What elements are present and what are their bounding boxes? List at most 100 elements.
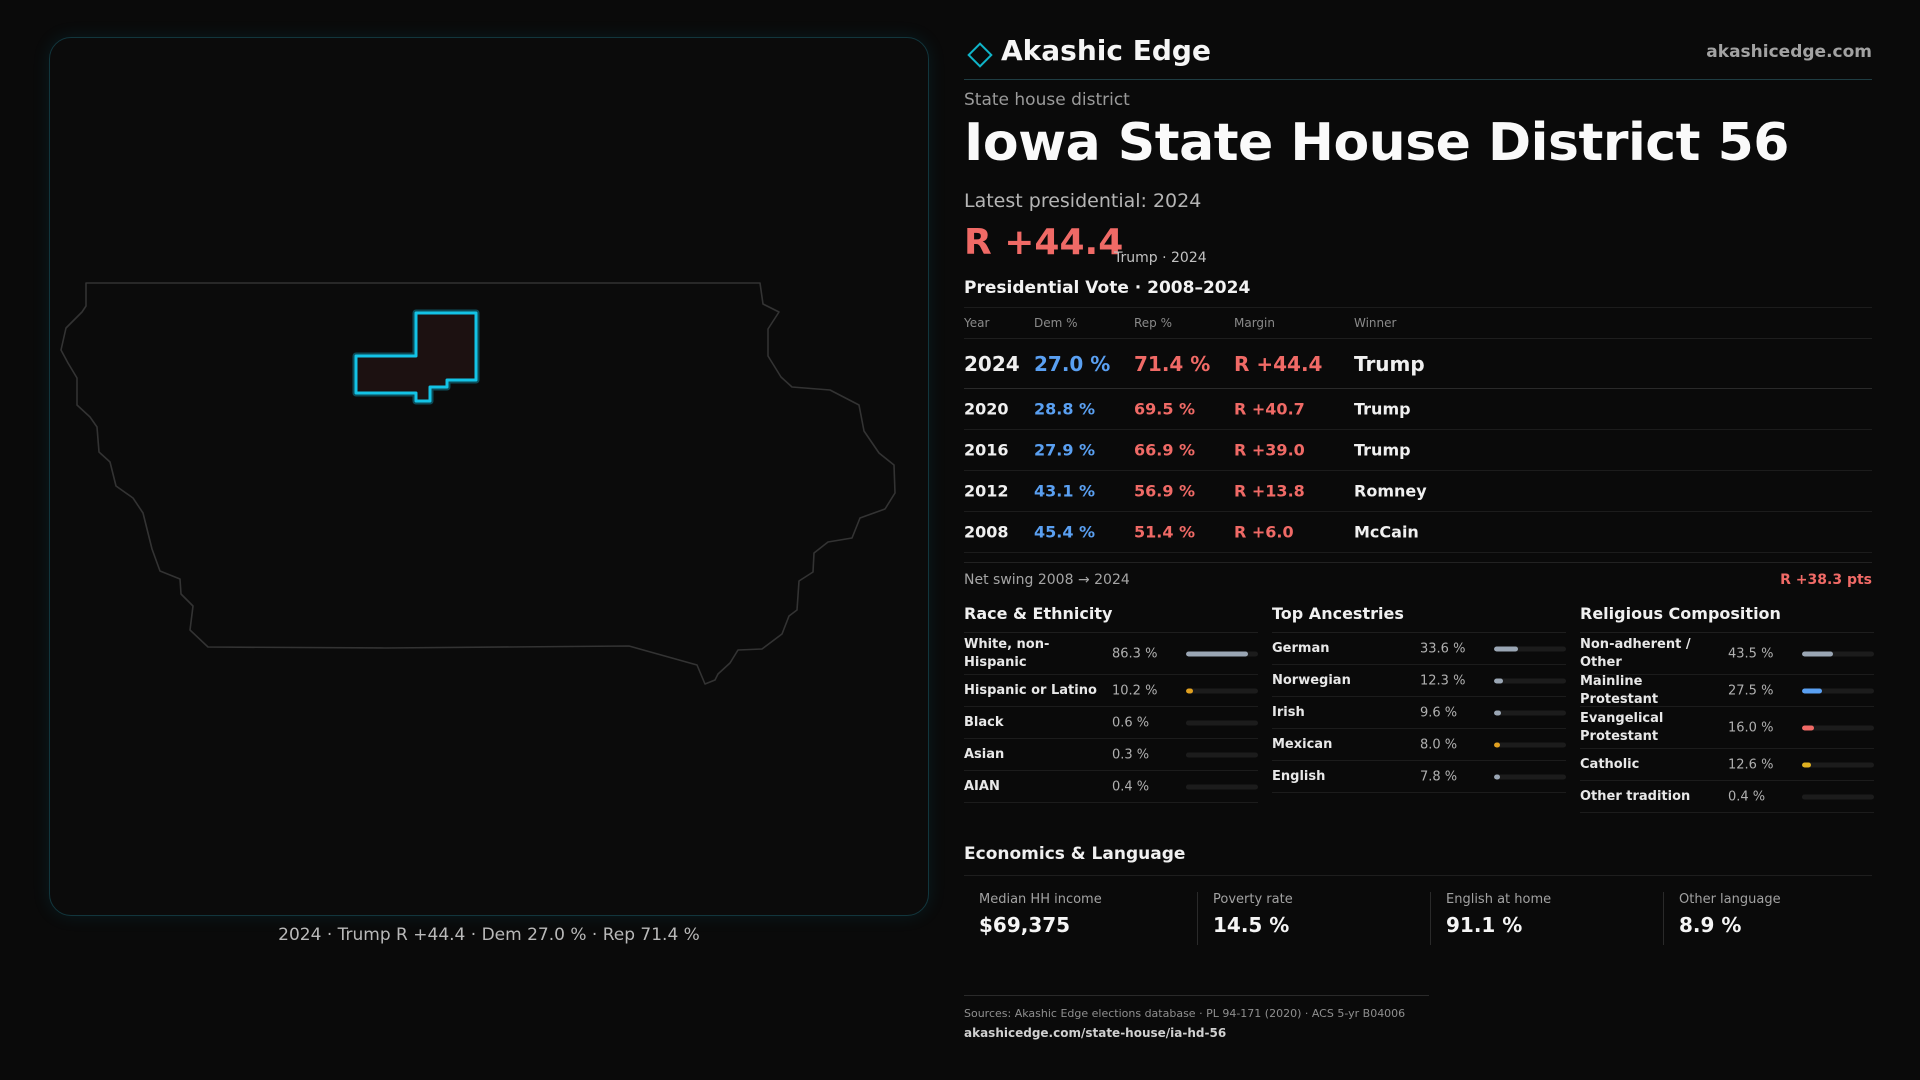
table-row: 2012 43.1 % 56.9 % R +13.8 Romney [964, 471, 1872, 512]
item-bar [1494, 742, 1566, 747]
district-kind: State house district [964, 90, 1130, 110]
row-margin: R +6.0 [1234, 522, 1294, 542]
stat-value: 14.5 % [1213, 913, 1290, 937]
item-bar [1802, 725, 1874, 730]
header-winner: Winner [1354, 316, 1397, 330]
item-label: Non-adherent / Other [1580, 636, 1691, 670]
item-value: 12.3 % [1420, 673, 1466, 688]
item-bar-fill [1494, 742, 1500, 747]
item-bar-fill [1802, 651, 1834, 656]
list-item: Hispanic or Latino 10.2 % [964, 675, 1258, 707]
row-margin: R +39.0 [1234, 440, 1305, 460]
stat-other-language: Other language 8.9 % [1663, 892, 1863, 945]
item-bar [1186, 752, 1258, 757]
stat-value: $69,375 [979, 913, 1071, 937]
list-item: Catholic 12.6 % [1580, 749, 1874, 781]
item-bar-fill [1802, 794, 1806, 799]
district-map[interactable] [50, 38, 930, 917]
sources-text: Sources: Akashic Edge elections database… [964, 1007, 1406, 1020]
item-value: 10.2 % [1112, 683, 1158, 698]
item-value: 9.6 % [1420, 705, 1458, 720]
row-dem: 28.8 % [1034, 399, 1096, 419]
item-bar-fill [1186, 752, 1190, 757]
item-label: Evangelical Protestant [1580, 710, 1664, 744]
list-item: AIAN 0.4 % [964, 771, 1258, 803]
headline-margin-meta: Trump · 2024 [1114, 250, 1207, 266]
stat-label: Other language [1679, 892, 1781, 907]
row-winner: Trump [1354, 440, 1411, 460]
item-label: Irish [1272, 704, 1305, 720]
list-item: Non-adherent / Other 43.5 % [1580, 633, 1874, 675]
list-item: Norwegian 12.3 % [1272, 665, 1566, 697]
net-swing: Net swing 2008 → 2024 R +38.3 pts [964, 562, 1872, 592]
item-label: White, non-Hispanic [964, 636, 1050, 670]
economics-section-title: Economics & Language [964, 844, 1872, 876]
stat-value: 8.9 % [1679, 913, 1742, 937]
row-year: 2024 [964, 351, 1020, 376]
item-bar [1802, 762, 1874, 767]
item-value: 33.6 % [1420, 641, 1466, 656]
brand-url[interactable]: akashicedge.com [1706, 42, 1872, 62]
list-item: Other tradition 0.4 % [1580, 781, 1874, 813]
item-bar-fill [1494, 710, 1501, 715]
table-header: Year Dem % Rep % Margin Winner [964, 308, 1872, 339]
row-winner: Romney [1354, 481, 1427, 501]
item-label: Mainline Protestant [1580, 673, 1659, 707]
item-label: Black [964, 714, 1004, 730]
item-label: Catholic [1580, 756, 1640, 772]
stat-english-at-home: English at home 91.1 % [1430, 892, 1630, 945]
row-year: 2020 [964, 399, 1009, 419]
row-margin: R +13.8 [1234, 481, 1305, 501]
row-rep: 51.4 % [1134, 522, 1196, 542]
item-bar-fill [1494, 774, 1500, 779]
religion-section-title: Religious Composition [1580, 603, 1874, 633]
stat-median-income: Median HH income $69,375 [964, 892, 1164, 945]
header-dem: Dem % [1034, 316, 1078, 330]
stat-value: 91.1 % [1446, 913, 1523, 937]
item-bar-fill [1802, 688, 1822, 693]
item-label: Mexican [1272, 736, 1333, 752]
item-label: English [1272, 768, 1326, 784]
item-value: 43.5 % [1728, 646, 1774, 661]
diamond-outline-icon [967, 42, 993, 68]
list-item: Mexican 8.0 % [1272, 729, 1566, 761]
row-winner: Trump [1354, 399, 1411, 419]
presidential-vote-table: Year Dem % Rep % Margin Winner 2024 27.0… [964, 307, 1872, 553]
vote-table-title: Presidential Vote · 2008–2024 [964, 278, 1251, 298]
ancestry-section: Top Ancestries German 33.6 % Norwegian 1… [1272, 603, 1566, 793]
row-dem: 45.4 % [1034, 522, 1096, 542]
item-bar-fill [1186, 720, 1190, 725]
ancestry-section-title: Top Ancestries [1272, 603, 1566, 633]
header-rep: Rep % [1134, 316, 1173, 330]
row-dem: 27.9 % [1034, 440, 1096, 460]
page-title: Iowa State House District 56 [964, 113, 1789, 173]
page-url-link[interactable]: akashicedge.com/state-house/ia-hd-56 [964, 1026, 1227, 1040]
row-rep: 56.9 % [1134, 481, 1196, 501]
item-value: 8.0 % [1420, 737, 1458, 752]
row-rep: 69.5 % [1134, 399, 1196, 419]
item-bar-fill [1494, 678, 1503, 683]
header-margin: Margin [1234, 316, 1275, 330]
item-bar [1494, 646, 1566, 651]
map-panel[interactable] [49, 37, 929, 916]
stat-poverty-rate: Poverty rate 14.5 % [1197, 892, 1397, 945]
item-value: 16.0 % [1728, 720, 1774, 735]
iowa-state-outline [60, 282, 896, 685]
district-56-outline[interactable] [352, 309, 480, 405]
list-item: Black 0.6 % [964, 707, 1258, 739]
row-year: 2012 [964, 481, 1009, 501]
list-item: Irish 9.6 % [1272, 697, 1566, 729]
row-winner: Trump [1354, 351, 1425, 376]
item-bar [1186, 651, 1258, 656]
item-value: 27.5 % [1728, 683, 1774, 698]
brand-name: Akashic Edge [1001, 34, 1211, 67]
race-section-title: Race & Ethnicity [964, 603, 1258, 633]
list-item: Mainline Protestant 27.5 % [1580, 673, 1874, 707]
table-row: 2024 27.0 % 71.4 % R +44.4 Trump [964, 339, 1872, 389]
item-value: 0.3 % [1112, 747, 1150, 762]
list-item: White, non-Hispanic 86.3 % [964, 633, 1258, 675]
item-bar-fill [1802, 762, 1812, 767]
row-rep: 71.4 % [1134, 351, 1211, 376]
item-bar [1802, 688, 1874, 693]
net-swing-label: Net swing 2008 → 2024 [964, 572, 1130, 588]
